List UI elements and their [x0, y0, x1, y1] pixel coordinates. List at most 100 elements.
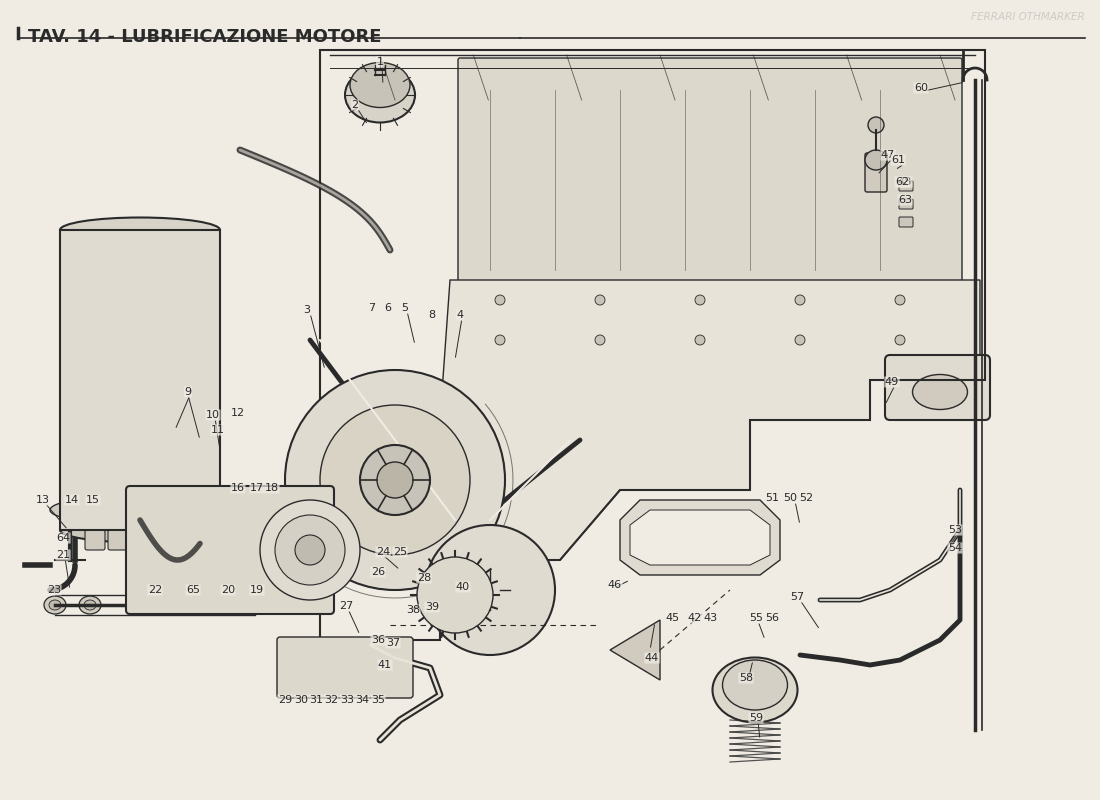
FancyBboxPatch shape — [110, 502, 126, 518]
Text: 64: 64 — [56, 533, 70, 543]
Text: 48: 48 — [898, 177, 912, 187]
Text: 29: 29 — [278, 695, 293, 705]
Circle shape — [360, 445, 430, 515]
Text: 44: 44 — [645, 653, 659, 663]
Circle shape — [135, 505, 145, 515]
Text: 57: 57 — [790, 592, 804, 602]
Circle shape — [695, 295, 705, 305]
Circle shape — [275, 515, 345, 585]
Circle shape — [417, 557, 493, 633]
Circle shape — [895, 335, 905, 345]
Text: 3: 3 — [304, 305, 310, 315]
Circle shape — [260, 500, 360, 600]
Text: 25: 25 — [393, 547, 407, 557]
Text: 38: 38 — [406, 605, 420, 615]
Text: 54: 54 — [948, 543, 962, 553]
Circle shape — [157, 503, 167, 513]
Circle shape — [180, 503, 190, 513]
Circle shape — [795, 335, 805, 345]
Text: 24: 24 — [376, 547, 390, 557]
Circle shape — [868, 117, 884, 133]
Text: 9: 9 — [185, 387, 191, 397]
Text: 17: 17 — [250, 483, 264, 493]
Ellipse shape — [713, 658, 798, 722]
Text: 63: 63 — [898, 195, 912, 205]
Text: 1: 1 — [376, 57, 384, 67]
Circle shape — [295, 535, 324, 565]
Ellipse shape — [60, 218, 220, 242]
Text: 13: 13 — [36, 495, 50, 505]
FancyBboxPatch shape — [899, 199, 913, 209]
Text: 31: 31 — [309, 695, 323, 705]
Circle shape — [90, 505, 100, 515]
Text: 33: 33 — [340, 695, 354, 705]
Ellipse shape — [50, 495, 230, 525]
Circle shape — [595, 335, 605, 345]
Circle shape — [795, 295, 805, 305]
Circle shape — [443, 583, 468, 607]
Text: 32: 32 — [323, 695, 338, 705]
Circle shape — [430, 570, 480, 620]
Text: 36: 36 — [371, 635, 385, 645]
Text: 30: 30 — [294, 695, 308, 705]
Text: 55: 55 — [749, 613, 763, 623]
Text: 58: 58 — [739, 673, 754, 683]
Text: 23: 23 — [47, 585, 62, 595]
Text: 52: 52 — [799, 493, 813, 503]
Circle shape — [895, 295, 905, 305]
Circle shape — [223, 500, 233, 510]
FancyBboxPatch shape — [899, 181, 913, 191]
Ellipse shape — [222, 600, 234, 610]
Polygon shape — [630, 510, 770, 565]
Ellipse shape — [44, 596, 66, 614]
Ellipse shape — [350, 62, 410, 107]
Text: 19: 19 — [250, 585, 264, 595]
FancyBboxPatch shape — [85, 530, 104, 550]
Text: 18: 18 — [265, 483, 279, 493]
Text: 11: 11 — [211, 425, 226, 435]
Text: TAV. 14 - LUBRIFICAZIONE MOTORE: TAV. 14 - LUBRIFICAZIONE MOTORE — [28, 28, 382, 46]
Circle shape — [202, 500, 212, 510]
Text: 65: 65 — [186, 585, 200, 595]
FancyBboxPatch shape — [154, 499, 170, 517]
Text: 22: 22 — [147, 585, 162, 595]
Ellipse shape — [913, 374, 968, 410]
Circle shape — [448, 548, 532, 632]
Text: 49: 49 — [884, 377, 899, 387]
Circle shape — [470, 570, 510, 610]
Circle shape — [695, 335, 705, 345]
FancyBboxPatch shape — [130, 530, 150, 550]
Polygon shape — [440, 280, 980, 560]
FancyBboxPatch shape — [126, 486, 334, 614]
Text: 35: 35 — [371, 695, 385, 705]
FancyBboxPatch shape — [458, 58, 962, 282]
FancyBboxPatch shape — [176, 499, 194, 517]
Text: 60: 60 — [914, 83, 928, 93]
Circle shape — [425, 525, 556, 655]
Text: 53: 53 — [948, 525, 962, 535]
Circle shape — [320, 405, 470, 555]
Ellipse shape — [144, 596, 166, 614]
FancyBboxPatch shape — [198, 497, 216, 514]
Text: 14: 14 — [65, 495, 79, 505]
Ellipse shape — [217, 596, 239, 614]
Circle shape — [285, 370, 505, 590]
Circle shape — [495, 295, 505, 305]
FancyBboxPatch shape — [108, 530, 128, 550]
Circle shape — [113, 505, 123, 515]
Text: 16: 16 — [231, 483, 245, 493]
Text: 28: 28 — [417, 573, 431, 583]
Text: 8: 8 — [428, 310, 436, 320]
Ellipse shape — [84, 600, 96, 610]
Ellipse shape — [50, 600, 60, 610]
Text: 61: 61 — [891, 155, 905, 165]
FancyBboxPatch shape — [886, 355, 990, 420]
Text: 7: 7 — [368, 303, 375, 313]
Circle shape — [478, 543, 522, 587]
Text: 40: 40 — [455, 582, 470, 592]
Ellipse shape — [345, 67, 415, 122]
FancyBboxPatch shape — [899, 217, 913, 227]
Polygon shape — [620, 500, 780, 575]
Text: 15: 15 — [86, 495, 100, 505]
Text: FERRARI OTHMARKER: FERRARI OTHMARKER — [971, 12, 1085, 22]
